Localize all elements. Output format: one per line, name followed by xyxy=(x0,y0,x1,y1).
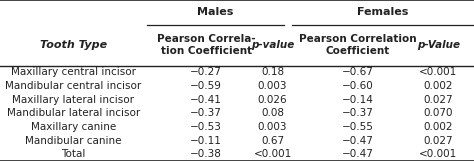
Text: p-Value: p-Value xyxy=(417,40,460,50)
Text: −0.53: −0.53 xyxy=(190,122,222,132)
Text: −0.11: −0.11 xyxy=(190,136,222,146)
Text: −0.59: −0.59 xyxy=(190,81,222,91)
Text: Tooth Type: Tooth Type xyxy=(40,40,107,50)
Text: −0.38: −0.38 xyxy=(190,149,222,159)
Text: <0.001: <0.001 xyxy=(419,67,457,77)
Text: 0.08: 0.08 xyxy=(261,108,284,118)
Text: −0.47: −0.47 xyxy=(342,136,374,146)
Text: −0.37: −0.37 xyxy=(190,108,222,118)
Text: Mandibular central incisor: Mandibular central incisor xyxy=(5,81,142,91)
Text: 0.027: 0.027 xyxy=(424,95,453,105)
Text: 0.18: 0.18 xyxy=(261,67,284,77)
Text: 0.070: 0.070 xyxy=(424,108,453,118)
Text: p-value: p-value xyxy=(251,40,294,50)
Text: <0.001: <0.001 xyxy=(254,149,292,159)
Text: Pearson Correlation
Coefficient: Pearson Correlation Coefficient xyxy=(299,34,417,57)
Text: −0.27: −0.27 xyxy=(190,67,222,77)
Text: Maxillary central incisor: Maxillary central incisor xyxy=(11,67,136,77)
Text: 0.027: 0.027 xyxy=(424,136,453,146)
Text: Mandibular lateral incisor: Mandibular lateral incisor xyxy=(7,108,140,118)
Text: Females: Females xyxy=(357,7,409,17)
Text: −0.41: −0.41 xyxy=(190,95,222,105)
Text: −0.37: −0.37 xyxy=(342,108,374,118)
Text: 0.67: 0.67 xyxy=(261,136,284,146)
Text: Maxillary lateral incisor: Maxillary lateral incisor xyxy=(12,95,135,105)
Text: Pearson Correla-
tion Coefficient: Pearson Correla- tion Coefficient xyxy=(157,34,255,57)
Text: Total: Total xyxy=(61,149,86,159)
Text: −0.60: −0.60 xyxy=(342,81,374,91)
Text: −0.47: −0.47 xyxy=(342,149,374,159)
Text: 0.002: 0.002 xyxy=(424,122,453,132)
Text: −0.67: −0.67 xyxy=(342,67,374,77)
Text: Mandibular canine: Mandibular canine xyxy=(25,136,122,146)
Text: <0.001: <0.001 xyxy=(419,149,457,159)
Text: Males: Males xyxy=(198,7,234,17)
Text: Maxillary canine: Maxillary canine xyxy=(31,122,116,132)
Text: 0.002: 0.002 xyxy=(424,81,453,91)
Text: −0.55: −0.55 xyxy=(342,122,374,132)
Text: 0.026: 0.026 xyxy=(258,95,287,105)
Text: 0.003: 0.003 xyxy=(258,122,287,132)
Text: −0.14: −0.14 xyxy=(342,95,374,105)
Text: 0.003: 0.003 xyxy=(258,81,287,91)
